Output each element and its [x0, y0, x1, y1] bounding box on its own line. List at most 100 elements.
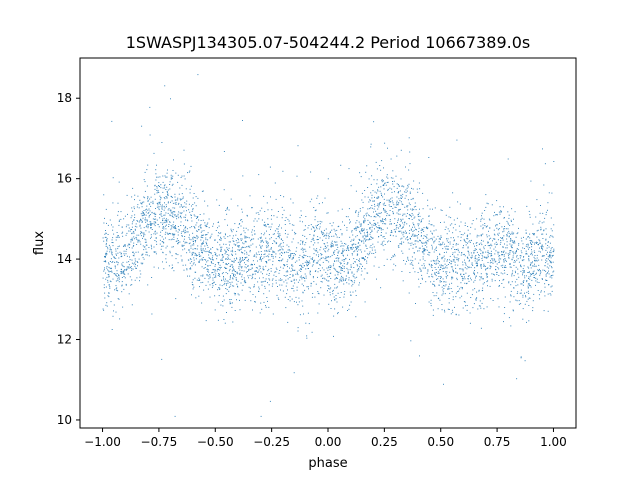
data-point [374, 256, 376, 258]
data-point [197, 216, 199, 218]
data-point [106, 239, 107, 241]
data-point [487, 262, 489, 263]
data-point [414, 226, 416, 228]
data-point [446, 267, 448, 269]
data-point [532, 241, 534, 243]
data-point [434, 262, 436, 264]
data-point [227, 250, 229, 251]
data-point [305, 322, 307, 324]
data-point [377, 189, 379, 191]
data-point [322, 277, 323, 279]
data-point [220, 248, 222, 250]
data-point [357, 265, 359, 267]
data-point [468, 254, 470, 256]
data-point [212, 269, 214, 270]
data-point [433, 242, 435, 244]
data-point [233, 261, 235, 263]
data-point [401, 203, 403, 205]
data-point [416, 188, 418, 190]
data-point [374, 249, 376, 251]
data-point [113, 304, 115, 306]
data-point [139, 276, 141, 278]
data-point [412, 264, 414, 266]
data-point [409, 163, 411, 165]
data-point [416, 235, 418, 237]
data-point [241, 274, 243, 276]
data-point [222, 295, 224, 297]
data-point [482, 233, 484, 235]
data-point [400, 218, 402, 220]
data-point [329, 222, 331, 224]
data-point [437, 278, 439, 280]
data-point [503, 235, 505, 237]
data-point [482, 283, 484, 285]
data-point [318, 256, 319, 258]
data-point [197, 197, 199, 199]
data-point [163, 242, 165, 244]
data-point [420, 232, 422, 234]
data-point [472, 264, 474, 266]
data-point [287, 321, 289, 323]
data-point [247, 246, 249, 248]
data-point [184, 202, 186, 204]
data-point [351, 280, 353, 281]
data-point [160, 212, 162, 214]
data-point [131, 247, 133, 249]
data-point [322, 257, 324, 259]
data-point [526, 244, 528, 246]
data-point [422, 208, 424, 210]
data-point [405, 215, 407, 217]
data-point [406, 205, 408, 207]
data-point [270, 237, 272, 239]
data-point [277, 236, 279, 238]
data-point [393, 229, 395, 231]
data-point [416, 229, 417, 231]
data-point [471, 239, 472, 241]
data-point [125, 234, 127, 236]
data-point [421, 251, 423, 253]
data-point [510, 221, 512, 222]
data-point [363, 222, 365, 224]
data-point [482, 252, 484, 254]
data-point [171, 238, 173, 240]
data-point [471, 254, 473, 256]
data-point [169, 252, 171, 254]
data-point [513, 296, 515, 298]
data-point [363, 242, 365, 244]
data-point [217, 262, 219, 263]
data-point [149, 106, 151, 108]
data-point [373, 211, 374, 213]
data-point [368, 252, 370, 254]
data-point [337, 313, 339, 315]
data-point [533, 250, 535, 252]
data-point [317, 292, 319, 294]
data-point [402, 226, 404, 228]
data-point [184, 236, 186, 237]
data-point [507, 211, 509, 213]
data-point [226, 208, 228, 210]
data-point [147, 200, 149, 202]
data-point [252, 294, 254, 295]
data-point [404, 191, 406, 193]
data-point [446, 238, 447, 240]
data-point [141, 125, 143, 127]
data-point [543, 221, 545, 223]
data-point [173, 236, 175, 238]
data-point [231, 260, 233, 262]
data-point [314, 210, 316, 212]
data-point [332, 265, 334, 267]
data-point [500, 265, 502, 267]
data-point [137, 220, 139, 222]
data-point [155, 173, 157, 175]
data-point [371, 207, 373, 209]
data-point [286, 236, 288, 238]
data-point [112, 237, 114, 239]
data-point [243, 243, 245, 245]
data-point [490, 266, 492, 268]
data-point [166, 221, 168, 223]
data-point [427, 205, 429, 207]
data-point [548, 273, 550, 275]
data-point [542, 246, 544, 248]
data-point [536, 230, 538, 232]
data-point [303, 285, 304, 287]
